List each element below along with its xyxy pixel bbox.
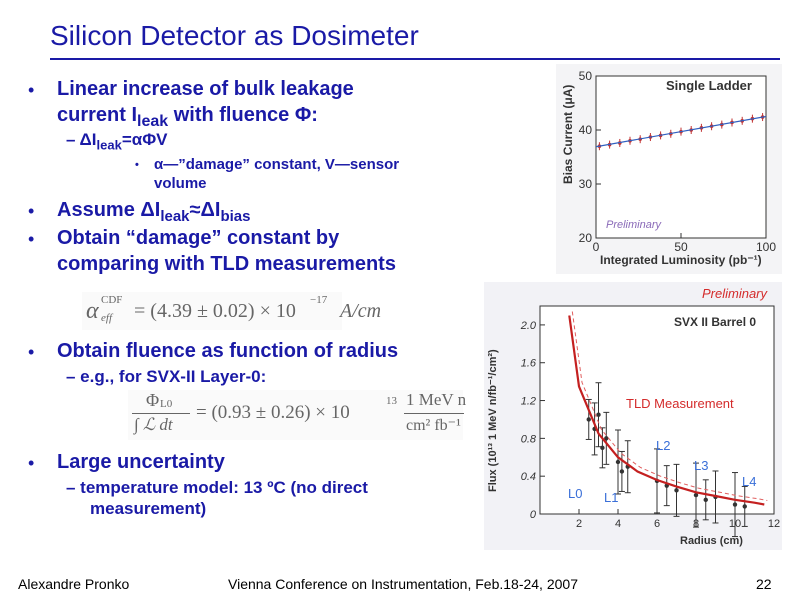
chart1-ytick-label: 20 [579,231,593,245]
bullet-dot-3: • [28,229,35,249]
chart2-point [674,488,679,493]
chart2-ytick-label: 0.4 [521,471,536,483]
sub-bullet-3-line-2: measurement) [90,499,207,518]
bullet-1-line-2: current Ileak with fluence Φ: [57,104,318,130]
bullet-4: Obtain fluence as function of radius [57,340,399,362]
chart2-xtick-label: 12 [768,518,780,530]
chart-single-ladder: 20 30 40 50 0 50 100 Single Ladder Preliminary… [556,64,782,274]
chart2-fit-curve [568,315,765,506]
chart2-point [586,417,591,422]
chart2-point [742,504,747,509]
chart1-ytick-label: 50 [579,69,593,83]
chart2-xtick-label: 2 [576,518,582,530]
footer-conference: Vienna Conference on Instrumentation, Fe… [228,576,578,592]
chart1-xtick-label: 0 [593,240,600,254]
bullet-1-line-1: Linear increase of bulk leakage [57,78,354,100]
chart-svx-barrel-0: 00.40.81.21.62.024681012 Preliminary SVX… [484,282,782,550]
chart2-point [703,497,708,503]
chart2-label-l1: L1 [604,490,618,505]
footer-page-number: 22 [756,576,772,592]
chart2-xtick-label: 6 [654,518,660,530]
sub-bullet-1: – ΔIleak=αΦV [66,130,168,153]
chart2-ytick-label: 1.6 [521,358,537,370]
subsub-bullet-1-line-1: α—”damage” constant, V—sensor [154,156,400,173]
fluence-formula: Φ L0 ∫ ℒ dt = (0.93 ± 0.26) × 10 13 1 Me… [128,390,466,440]
chart2-title: SVX II Barrel 0 [674,315,756,329]
sub-bullet-3-line-1: – temperature model: 13 ºC (no direct [66,478,368,497]
chart2-label-l2: L2 [656,438,670,453]
chart2-ytick-label: 0.8 [521,433,537,445]
chart1-plot-frame [595,75,767,239]
chart2-point [732,502,738,507]
chart1-xtick-label: 100 [756,240,776,254]
chart2-point [693,492,699,498]
bullet-dot-4: • [28,342,35,362]
chart2-point [615,459,621,465]
bullet-dot-1: • [28,80,35,100]
chart1-fit-line [595,115,767,148]
footer-author: Alexandre Pronko [18,576,130,592]
chart2-point [604,436,609,441]
chart2-ylabel: Flux (10¹³ 1 MeV n/fb⁻¹/cm²) [487,349,499,492]
bullet-3-line-2: comparing with TLD measurements [57,253,396,275]
chart2-tld-label: TLD Measurement [626,396,734,411]
chart1-ylabel: Bias Current (μA) [561,85,575,184]
chart1-title: Single Ladder [666,78,752,93]
sub-bullet-2: – e.g., for SVX-II Layer-0: [66,367,267,386]
chart2-fit-curve-dashed [571,311,768,501]
chart1-ytick-label: 30 [579,177,593,191]
chart2-xlabel: Radius (cm) [680,535,743,547]
chart1-preliminary: Preliminary [606,219,663,231]
bullet-2: Assume ΔIleak≈ΔIbias [57,199,251,225]
chart2-label-l0: L0 [568,486,582,501]
chart1-ytick-label: 40 [579,123,593,137]
chart1-xlabel: Integrated Luminosity (pb⁻¹) [600,253,762,267]
bullet-dot-2: • [28,201,35,221]
chart2-label-l4: L4 [742,474,756,489]
subsub-bullet-1-line-2: volume [154,175,207,192]
chart2-ytick-label: 1.2 [521,396,536,408]
subsub-dot-1: • [135,159,139,171]
chart2-point [619,469,625,474]
bullet-3-line-1: Obtain “damage” constant by [57,227,340,249]
chart2-xtick-label: 4 [615,518,621,530]
chart2-point [600,445,605,451]
chart2-point [596,412,601,417]
alpha-formula: α CDF eff = (4.39 ± 0.02) × 10 −17 A/cm [82,292,381,330]
chart2-ytick-label: 0 [530,509,537,521]
chart2-label-l3: L3 [694,458,708,473]
chart2-ytick-label: 2.0 [520,320,537,332]
bullet-5: Large uncertainty [57,451,225,473]
chart2-preliminary: Preliminary [702,286,769,301]
title-underline [50,58,780,60]
slide-title: Silicon Detector as Dosimeter [50,20,419,51]
chart1-xtick-label: 50 [674,240,688,254]
bullet-dot-5: • [28,453,35,473]
